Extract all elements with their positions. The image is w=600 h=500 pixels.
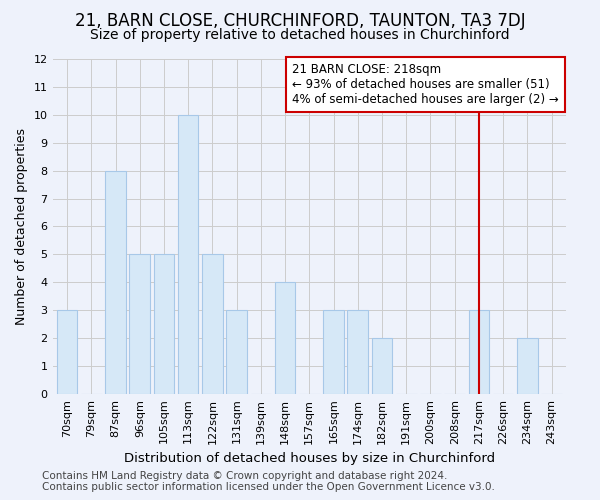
Bar bbox=[469, 310, 489, 394]
Bar bbox=[130, 254, 150, 394]
Bar bbox=[105, 170, 126, 394]
Bar bbox=[275, 282, 295, 394]
Bar bbox=[323, 310, 344, 394]
Bar bbox=[347, 310, 368, 394]
Text: Contains HM Land Registry data © Crown copyright and database right 2024.
Contai: Contains HM Land Registry data © Crown c… bbox=[42, 471, 495, 492]
Bar bbox=[517, 338, 538, 394]
Bar bbox=[226, 310, 247, 394]
Text: 21, BARN CLOSE, CHURCHINFORD, TAUNTON, TA3 7DJ: 21, BARN CLOSE, CHURCHINFORD, TAUNTON, T… bbox=[74, 12, 526, 30]
Bar bbox=[372, 338, 392, 394]
Text: 21 BARN CLOSE: 218sqm
← 93% of detached houses are smaller (51)
4% of semi-detac: 21 BARN CLOSE: 218sqm ← 93% of detached … bbox=[292, 63, 559, 106]
Bar bbox=[202, 254, 223, 394]
Text: Size of property relative to detached houses in Churchinford: Size of property relative to detached ho… bbox=[90, 28, 510, 42]
Bar bbox=[178, 115, 199, 394]
Y-axis label: Number of detached properties: Number of detached properties bbox=[15, 128, 28, 325]
Bar bbox=[154, 254, 174, 394]
X-axis label: Distribution of detached houses by size in Churchinford: Distribution of detached houses by size … bbox=[124, 452, 495, 465]
Bar bbox=[57, 310, 77, 394]
